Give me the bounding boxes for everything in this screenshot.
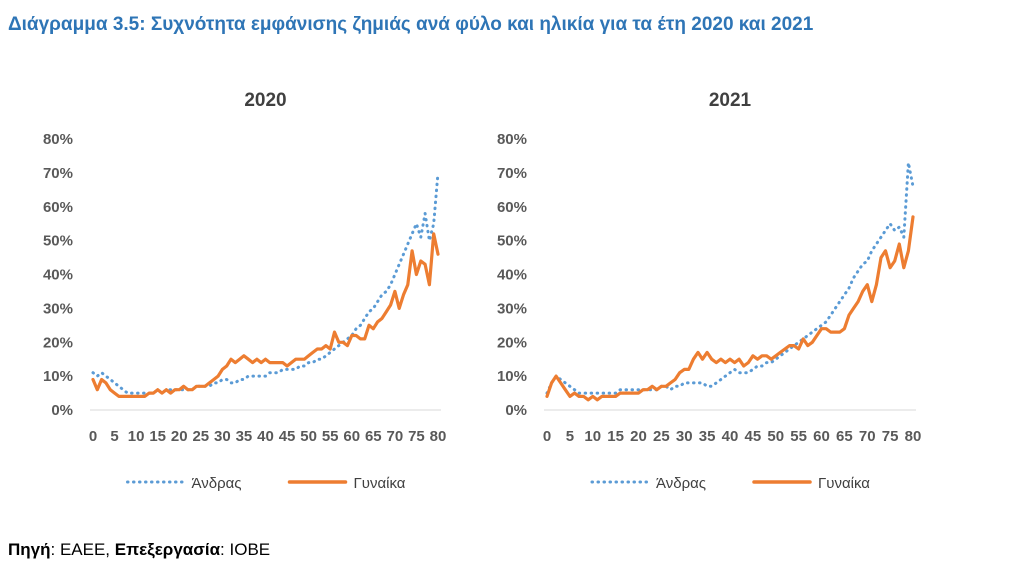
x-tick-label: 40 bbox=[257, 428, 274, 445]
x-tick-label: 20 bbox=[630, 428, 647, 445]
x-tick-label: 70 bbox=[387, 428, 404, 445]
x-tick-label: 45 bbox=[279, 428, 296, 445]
source-text: : ΕΑΕΕ, bbox=[50, 540, 115, 559]
x-tick-label: 40 bbox=[722, 428, 739, 445]
y-tick-label: 60% bbox=[43, 199, 73, 216]
x-tick-label: 55 bbox=[790, 428, 807, 445]
x-tick-label: 75 bbox=[882, 428, 899, 445]
x-tick-label: 65 bbox=[365, 428, 382, 445]
x-tick-label: 25 bbox=[192, 428, 209, 445]
figure-title: Διάγραμμα 3.5: Συχνότητα εμφάνισης ζημιά… bbox=[8, 14, 814, 35]
y-tick-label: 30% bbox=[497, 300, 527, 317]
y-tick-label: 10% bbox=[497, 368, 527, 385]
legend-label: Γυναίκα bbox=[354, 475, 406, 492]
x-tick-label: 5 bbox=[110, 428, 118, 445]
x-tick-label: 25 bbox=[653, 428, 670, 445]
y-tick-label: 40% bbox=[497, 267, 527, 284]
x-tick-label: 60 bbox=[813, 428, 830, 445]
y-tick-label: 80% bbox=[43, 131, 73, 148]
source-label: Πηγή bbox=[8, 540, 51, 559]
chart-title: 2020 bbox=[244, 90, 286, 111]
x-tick-label: 65 bbox=[836, 428, 853, 445]
x-tick-label: 75 bbox=[408, 428, 425, 445]
y-tick-label: 80% bbox=[497, 131, 527, 148]
x-tick-label: 15 bbox=[149, 428, 166, 445]
x-tick-label: 15 bbox=[607, 428, 624, 445]
x-tick-label: 50 bbox=[300, 428, 317, 445]
y-tick-label: 50% bbox=[43, 233, 73, 250]
y-tick-label: 20% bbox=[497, 334, 527, 351]
y-tick-label: 10% bbox=[43, 368, 73, 385]
y-tick-label: 60% bbox=[497, 199, 527, 216]
y-tick-label: 0% bbox=[51, 402, 73, 419]
chart-2021: 2021 0% 10% 20% 30% 40% 50% 60% 70% 80% 0 5 10 15 20 25… bbox=[497, 90, 922, 492]
x-tick-label: 5 bbox=[566, 428, 574, 445]
legend-label: Άνδρας bbox=[656, 475, 706, 492]
x-tick-label: 30 bbox=[214, 428, 231, 445]
x-tick-label: 50 bbox=[767, 428, 784, 445]
series-line-female bbox=[545, 215, 915, 402]
x-tick-label: 20 bbox=[171, 428, 188, 445]
x-tick-label: 80 bbox=[430, 428, 447, 445]
legend-label: Γυναίκα bbox=[818, 475, 870, 492]
y-tick-label: 50% bbox=[497, 233, 527, 250]
x-tick-label: 10 bbox=[584, 428, 601, 445]
x-tick-label: 0 bbox=[89, 428, 97, 445]
x-tick-label: 10 bbox=[128, 428, 145, 445]
series-line-male bbox=[545, 161, 915, 395]
legend-label: Άνδρας bbox=[192, 475, 242, 492]
chart-title: 2021 bbox=[709, 90, 752, 111]
processing-text: : ΙΟΒΕ bbox=[220, 540, 271, 559]
x-tick-label: 0 bbox=[543, 428, 551, 445]
x-tick-label: 35 bbox=[236, 428, 253, 445]
y-tick-label: 0% bbox=[505, 402, 527, 419]
y-tick-label: 30% bbox=[43, 300, 73, 317]
x-tick-label: 35 bbox=[699, 428, 716, 445]
x-tick-label: 30 bbox=[676, 428, 693, 445]
x-tick-label: 45 bbox=[745, 428, 762, 445]
source-note: Πηγή: ΕΑΕΕ, Επεξεργασία: ΙΟΒΕ bbox=[8, 540, 270, 560]
y-tick-label: 20% bbox=[43, 334, 73, 351]
x-tick-label: 60 bbox=[343, 428, 360, 445]
y-tick-label: 70% bbox=[43, 165, 73, 182]
series-line-female bbox=[91, 232, 440, 398]
y-tick-label: 40% bbox=[43, 267, 73, 284]
y-tick-label: 70% bbox=[497, 165, 527, 182]
chart-2020: 2020 0% 10% 20% 30% 40% 50% 60% 70% 80% 0 5 10 15 20 25… bbox=[43, 90, 447, 492]
processing-label: Επεξεργασία bbox=[114, 540, 221, 559]
x-tick-label: 70 bbox=[859, 428, 876, 445]
x-tick-label: 55 bbox=[322, 428, 339, 445]
x-tick-label: 80 bbox=[905, 428, 922, 445]
